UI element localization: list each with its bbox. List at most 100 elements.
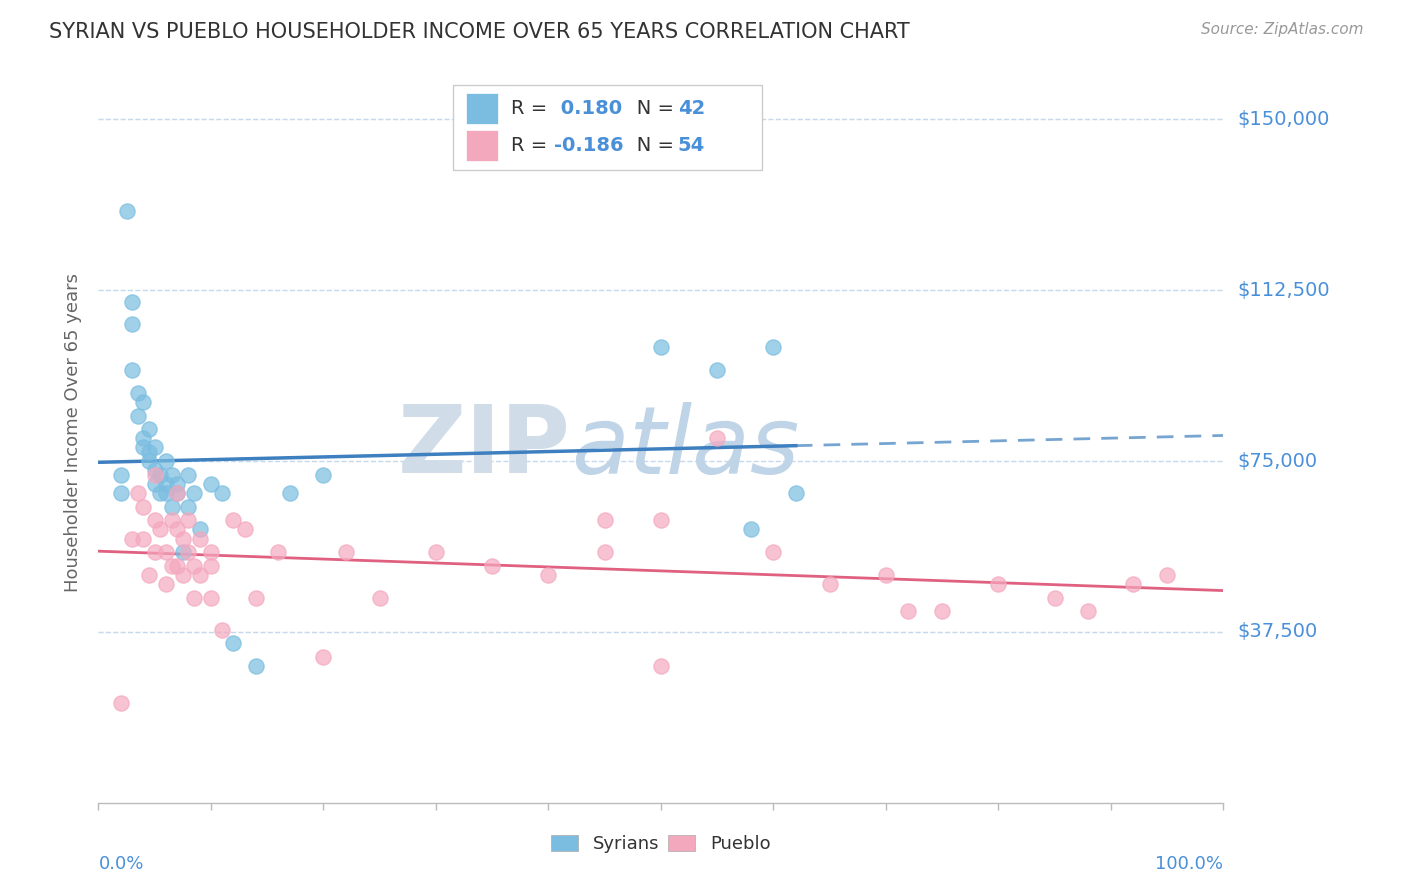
Text: 0.180: 0.180 (554, 99, 621, 118)
Point (1122, 577, 1144, 591)
Point (160, 500, 183, 514)
Point (818, 577, 841, 591)
Point (650, 340, 672, 354)
Point (138, 454, 160, 468)
Text: N =: N = (619, 136, 681, 155)
Point (931, 604, 953, 618)
Text: Source: ZipAtlas.com: Source: ZipAtlas.com (1201, 22, 1364, 37)
Point (740, 523, 762, 537)
Point (132, 395, 155, 409)
Point (166, 523, 188, 537)
Text: N =: N = (619, 99, 681, 118)
Point (222, 636, 245, 650)
Point (200, 545, 222, 559)
Point (183, 591, 205, 605)
Point (335, 545, 357, 559)
Point (211, 623, 233, 637)
Point (143, 545, 166, 559)
Point (762, 340, 785, 354)
Point (121, 363, 143, 377)
Point (245, 659, 267, 673)
Point (1043, 591, 1066, 605)
Point (127, 486, 149, 500)
Text: 54: 54 (678, 136, 704, 155)
Text: SYRIAN VS PUEBLO HOUSEHOLDER INCOME OVER 65 YEARS CORRELATION CHART: SYRIAN VS PUEBLO HOUSEHOLDER INCOME OVER… (49, 22, 910, 42)
Point (155, 476, 177, 491)
Point (222, 513, 245, 527)
Point (166, 476, 188, 491)
Point (267, 545, 290, 559)
Point (177, 500, 200, 514)
FancyBboxPatch shape (467, 130, 498, 161)
Point (172, 568, 194, 582)
Point (245, 591, 267, 605)
Point (785, 486, 807, 500)
Point (149, 467, 172, 482)
Point (650, 659, 672, 673)
Point (706, 431, 728, 445)
Point (211, 486, 233, 500)
Text: R =: R = (512, 136, 554, 155)
Point (110, 696, 132, 710)
Point (160, 467, 183, 482)
Point (166, 486, 188, 500)
Point (160, 558, 183, 573)
Legend: Syrians, Pueblo: Syrians, Pueblo (544, 828, 778, 861)
Point (155, 577, 177, 591)
Point (143, 463, 166, 477)
Point (166, 486, 188, 500)
Text: ZIP: ZIP (398, 401, 571, 493)
Point (177, 513, 200, 527)
Text: R =: R = (512, 99, 554, 118)
Point (132, 431, 155, 445)
Point (143, 441, 166, 455)
Point (127, 385, 149, 400)
Point (121, 294, 143, 309)
Point (481, 558, 503, 573)
Point (138, 422, 160, 436)
Text: 42: 42 (678, 99, 704, 118)
FancyBboxPatch shape (453, 85, 762, 169)
Text: $37,500: $37,500 (1237, 623, 1317, 641)
Text: $75,000: $75,000 (1237, 451, 1317, 471)
Point (155, 486, 177, 500)
Point (110, 467, 132, 482)
Point (172, 532, 194, 546)
Point (183, 558, 205, 573)
Point (127, 409, 149, 423)
Point (233, 523, 256, 537)
Point (143, 513, 166, 527)
Point (149, 486, 172, 500)
Text: 100.0%: 100.0% (1156, 855, 1223, 872)
Point (177, 545, 200, 559)
Point (188, 568, 211, 582)
Point (1156, 568, 1178, 582)
Point (177, 467, 200, 482)
Point (593, 513, 616, 527)
Point (278, 486, 301, 500)
Point (138, 445, 160, 459)
Point (160, 513, 183, 527)
Point (132, 500, 155, 514)
Point (425, 545, 447, 559)
Point (312, 650, 335, 665)
Point (132, 532, 155, 546)
Point (537, 568, 560, 582)
Point (706, 363, 728, 377)
Point (188, 532, 211, 546)
Point (166, 558, 188, 573)
Point (188, 523, 211, 537)
Point (110, 486, 132, 500)
Point (143, 467, 166, 482)
Point (138, 568, 160, 582)
Y-axis label: Householder Income Over 65 years: Householder Income Over 65 years (65, 273, 83, 592)
Text: 0.0%: 0.0% (98, 855, 143, 872)
Text: $112,500: $112,500 (1237, 281, 1330, 300)
FancyBboxPatch shape (467, 93, 498, 124)
Point (143, 476, 166, 491)
Point (875, 568, 897, 582)
Point (312, 467, 335, 482)
Point (200, 591, 222, 605)
Point (121, 532, 143, 546)
Point (897, 604, 920, 618)
